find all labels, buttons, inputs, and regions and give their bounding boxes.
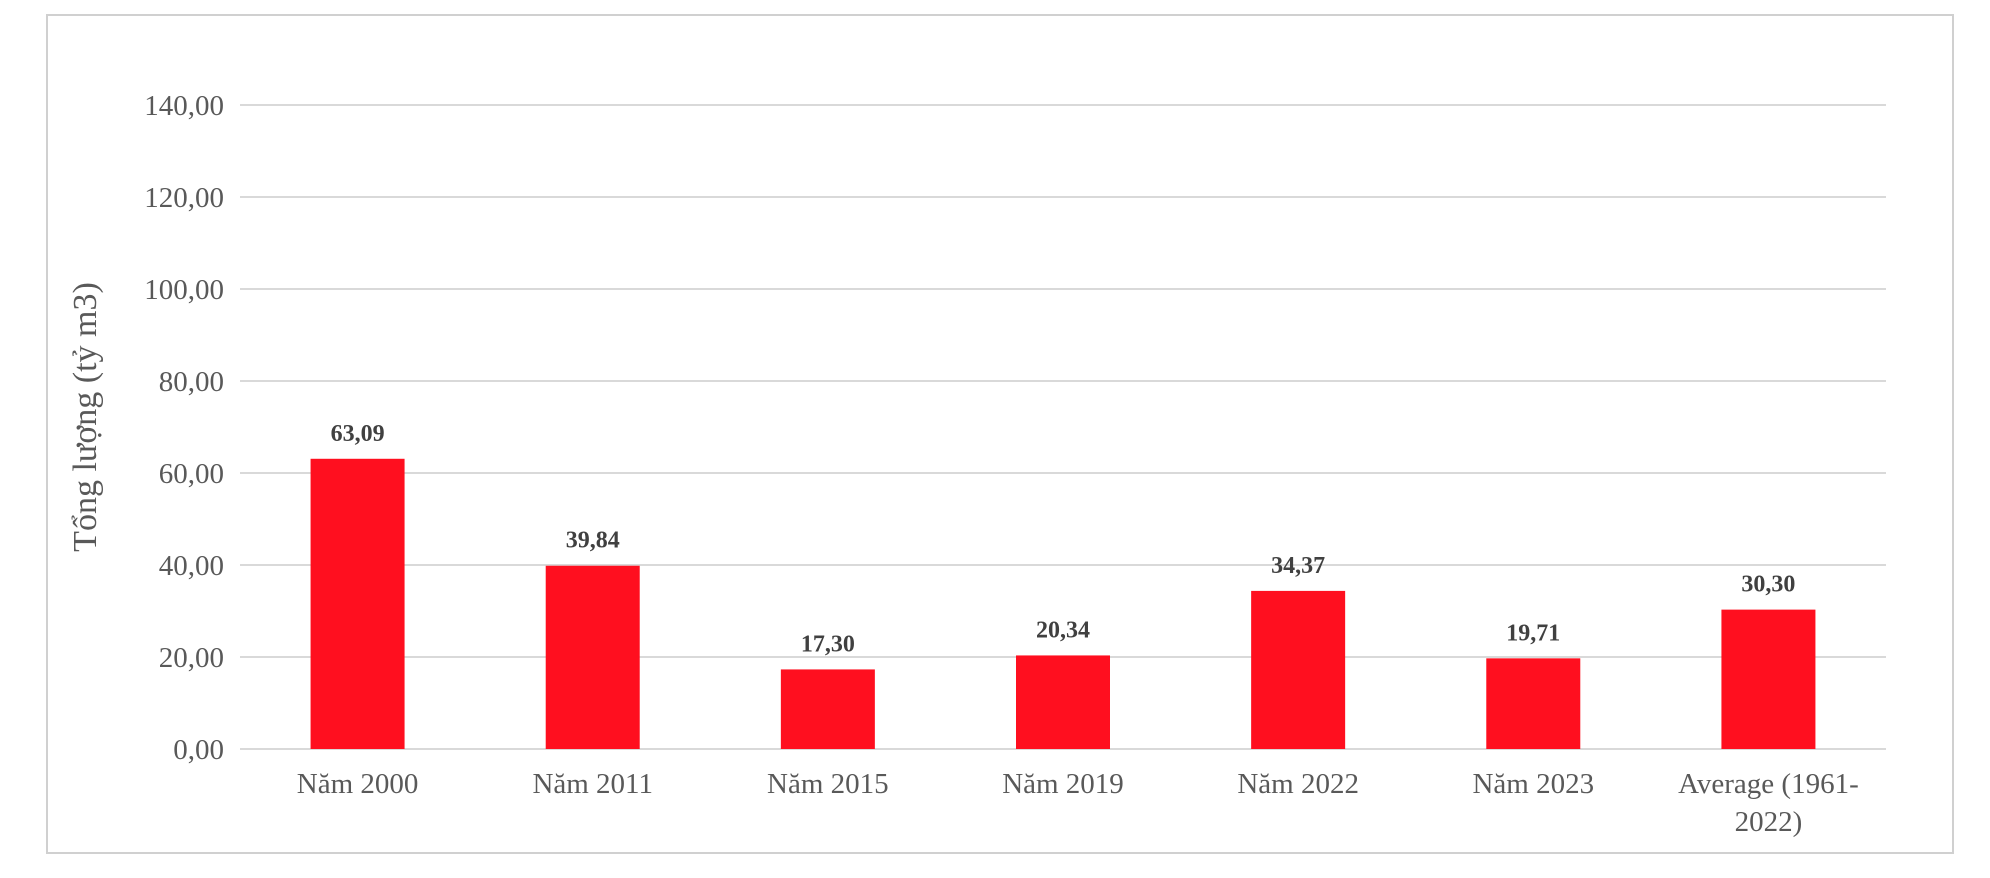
bar-value-label: 19,71 bbox=[1506, 620, 1560, 646]
x-axis-categories: Năm 2000 Năm 2011 Năm 2015 Năm 2019 Năm 2022… bbox=[297, 768, 1859, 838]
bars bbox=[310, 458, 1816, 749]
y-tick-label: 40,00 bbox=[159, 550, 224, 582]
x-category-label: Năm 2023 bbox=[1472, 768, 1594, 800]
x-category-label: 2022) bbox=[1735, 806, 1803, 838]
y-axis-ticks: 0,00 20,00 40,00 60,00 80,00 100,00 120,00 140,… bbox=[144, 90, 224, 766]
bar-value-label: 20,34 bbox=[1036, 617, 1090, 643]
y-tick-label: 120,00 bbox=[144, 182, 224, 214]
y-tick-label: 20,00 bbox=[159, 642, 224, 674]
y-tick-label: 0,00 bbox=[173, 734, 224, 766]
bar bbox=[1251, 590, 1346, 749]
bar-value-label: 34,37 bbox=[1271, 553, 1325, 579]
x-category-label: Năm 2022 bbox=[1237, 768, 1359, 800]
x-category-label: Năm 2015 bbox=[767, 768, 889, 800]
bar bbox=[310, 458, 405, 749]
bar-value-label: 17,30 bbox=[801, 631, 855, 657]
y-tick-label: 80,00 bbox=[159, 366, 224, 398]
y-axis-title: Tổng lượng (tỷ m3) bbox=[67, 282, 104, 552]
gridlines bbox=[240, 104, 1886, 750]
x-category-label: Average (1961- bbox=[1678, 768, 1859, 800]
bar bbox=[1721, 609, 1816, 749]
bar bbox=[545, 565, 640, 749]
x-category-label: Năm 2011 bbox=[532, 768, 653, 800]
bar bbox=[1016, 655, 1110, 749]
bar bbox=[780, 669, 875, 749]
y-tick-label: 100,00 bbox=[144, 274, 224, 306]
bar bbox=[1486, 658, 1581, 749]
bar-value-label: 39,84 bbox=[566, 528, 620, 554]
x-category-label: Năm 2019 bbox=[1002, 768, 1124, 800]
data-labels: 63,09 39,84 17,30 20,34 34,37 19,71 30,30 bbox=[331, 421, 1796, 658]
x-category-label: Năm 2000 bbox=[297, 768, 419, 800]
bar-chart: 0,00 20,00 40,00 60,00 80,00 100,00 120,00 140,… bbox=[67, 90, 1886, 838]
bar-value-label: 63,09 bbox=[331, 421, 385, 447]
y-tick-label: 60,00 bbox=[159, 458, 224, 490]
bar-value-label: 30,30 bbox=[1741, 572, 1795, 598]
chart-frame: 0,00 20,00 40,00 60,00 80,00 100,00 120,00 140,… bbox=[46, 14, 1954, 854]
y-tick-label: 140,00 bbox=[144, 90, 224, 122]
